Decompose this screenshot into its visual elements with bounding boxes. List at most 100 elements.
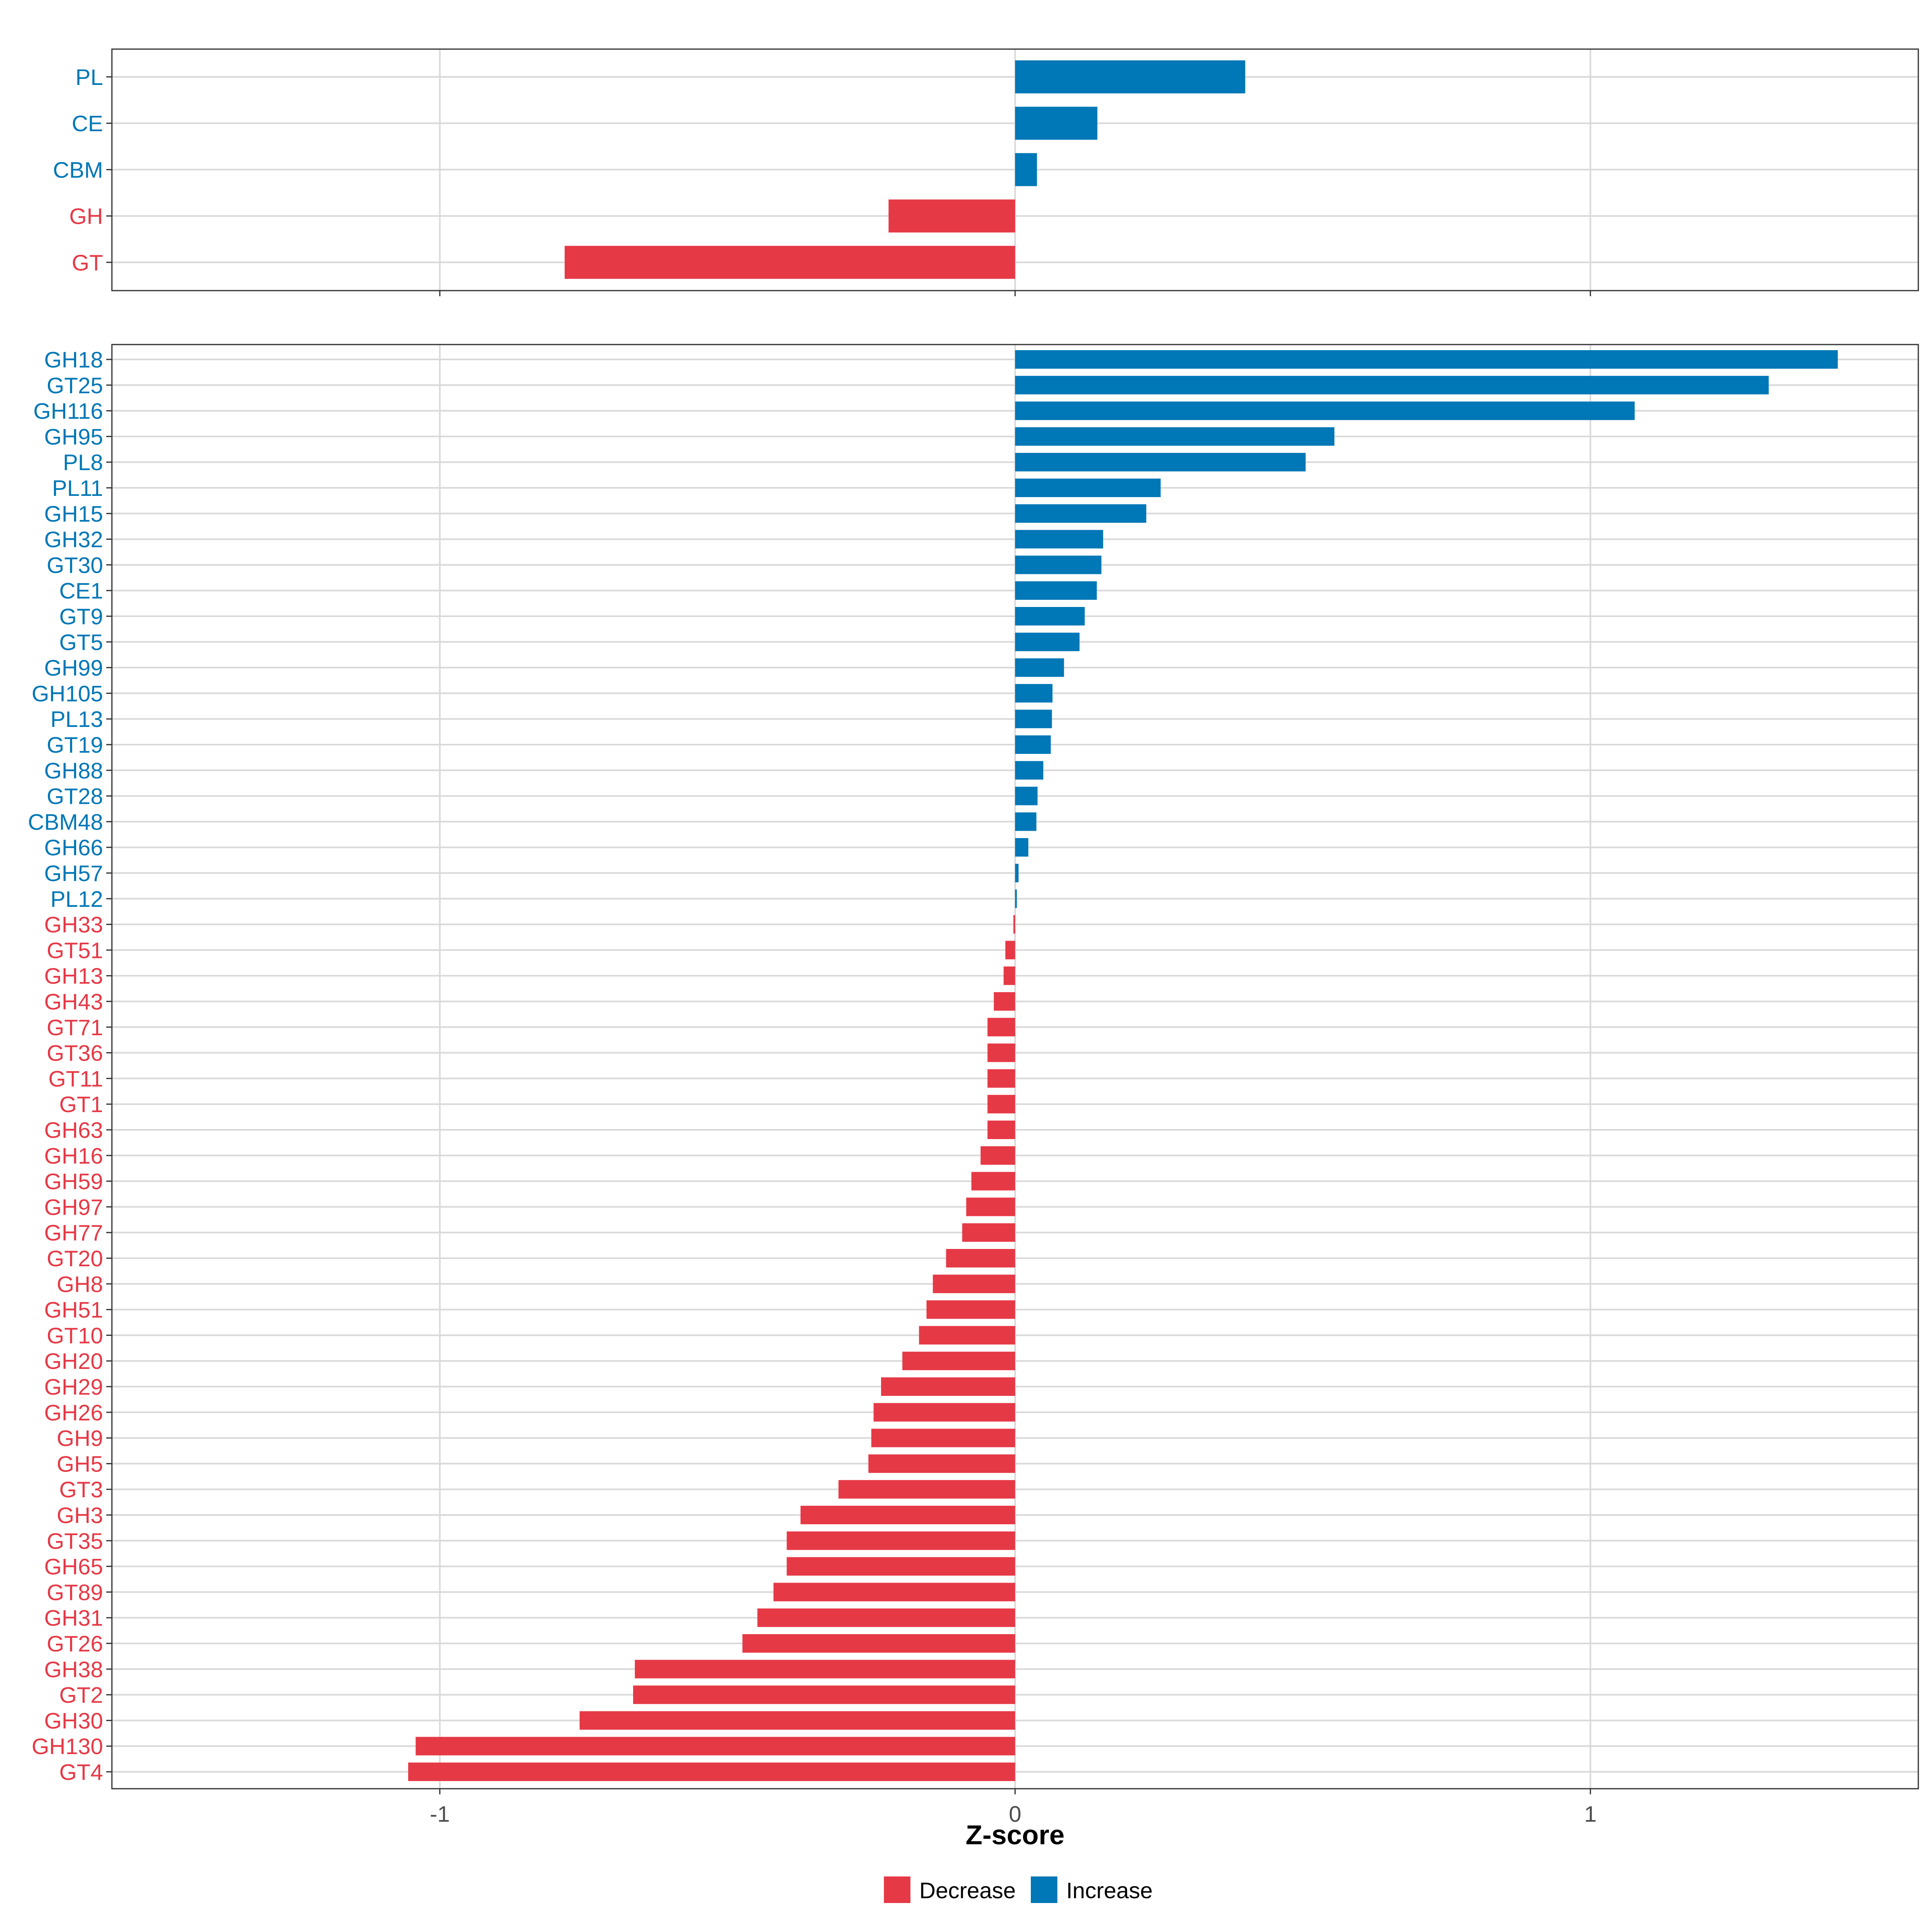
bar-gh95 bbox=[1015, 427, 1335, 446]
bar-ce bbox=[1015, 107, 1098, 140]
category-label-pl12: PL12 bbox=[50, 886, 103, 912]
bar-gh33 bbox=[1013, 915, 1015, 934]
bar-cbm bbox=[1015, 153, 1037, 186]
bar-gh20 bbox=[902, 1352, 1015, 1371]
bar-gh29 bbox=[881, 1377, 1015, 1396]
category-label-gt1: GT1 bbox=[59, 1092, 103, 1117]
bar-gh5 bbox=[868, 1454, 1015, 1473]
bar-cbm48 bbox=[1015, 812, 1036, 831]
bottom-panel-axis-ticks bbox=[106, 359, 1591, 1794]
bottom-panel-bars bbox=[408, 350, 1838, 1781]
bar-gt20 bbox=[946, 1249, 1015, 1267]
bar-gh8 bbox=[933, 1274, 1015, 1293]
bar-gh3 bbox=[800, 1506, 1015, 1524]
category-label-pl: PL bbox=[76, 64, 103, 90]
category-label-gt36: GT36 bbox=[47, 1040, 103, 1066]
category-label-gt19: GT19 bbox=[47, 732, 103, 758]
bar-pl11 bbox=[1015, 479, 1161, 497]
bar-gh77 bbox=[962, 1223, 1015, 1242]
category-label-gh26: GH26 bbox=[44, 1400, 103, 1425]
bar-gt10 bbox=[919, 1326, 1015, 1345]
legend-label-increase: Increase bbox=[1066, 1878, 1153, 1903]
bar-gh57 bbox=[1015, 864, 1019, 882]
category-label-gh88: GH88 bbox=[44, 758, 103, 783]
category-label-pl13: PL13 bbox=[50, 706, 103, 732]
bar-gt28 bbox=[1015, 786, 1038, 805]
x-axis-tick-labels: -1 0 1 bbox=[430, 1801, 1597, 1827]
category-label-gh15: GH15 bbox=[44, 501, 103, 526]
bar-gh66 bbox=[1015, 838, 1028, 857]
category-label-gh38: GH38 bbox=[44, 1657, 103, 1682]
category-label-gh57: GH57 bbox=[44, 861, 103, 886]
bar-gh15 bbox=[1015, 504, 1146, 523]
x-tick-label: -1 bbox=[430, 1801, 450, 1827]
bar-gt51 bbox=[1005, 941, 1015, 960]
category-label-gh13: GH13 bbox=[44, 963, 103, 989]
category-label-gh16: GH16 bbox=[44, 1143, 103, 1168]
bar-gt9 bbox=[1015, 607, 1085, 625]
bar-pl8 bbox=[1015, 453, 1306, 472]
bar-pl12 bbox=[1015, 889, 1017, 908]
category-label-gh65: GH65 bbox=[44, 1554, 103, 1579]
bar-gt1 bbox=[987, 1095, 1015, 1114]
legend-label-decrease: Decrease bbox=[919, 1878, 1016, 1903]
category-label-gt51: GT51 bbox=[47, 937, 103, 963]
bar-gh88 bbox=[1015, 761, 1044, 780]
bar-gt25 bbox=[1015, 376, 1769, 394]
bar-pl13 bbox=[1015, 710, 1052, 729]
category-label-gh63: GH63 bbox=[44, 1117, 103, 1143]
bar-gh18 bbox=[1015, 350, 1838, 369]
category-label-gh66: GH66 bbox=[44, 835, 103, 860]
category-label-gh97: GH97 bbox=[44, 1194, 103, 1220]
bar-gh9 bbox=[871, 1428, 1015, 1447]
category-label-gt10: GT10 bbox=[47, 1323, 103, 1348]
bar-ce1 bbox=[1015, 581, 1097, 600]
category-label-gt89: GT89 bbox=[47, 1579, 103, 1605]
bar-pl bbox=[1015, 60, 1245, 93]
category-label-gh51: GH51 bbox=[44, 1297, 103, 1323]
bar-gt89 bbox=[773, 1583, 1015, 1602]
category-label-gh32: GH32 bbox=[44, 527, 103, 552]
bar-gh65 bbox=[786, 1557, 1015, 1576]
bar-gh116 bbox=[1015, 401, 1635, 420]
category-label-gh3: GH3 bbox=[57, 1503, 103, 1528]
category-label-ce1: CE1 bbox=[59, 578, 103, 603]
bar-gh bbox=[888, 199, 1015, 233]
category-label-gh30: GH30 bbox=[44, 1708, 103, 1733]
bar-gh31 bbox=[757, 1608, 1015, 1627]
bar-gt30 bbox=[1015, 555, 1102, 574]
bar-gh16 bbox=[980, 1146, 1015, 1165]
bar-gt bbox=[564, 246, 1015, 279]
category-label-cbm: CBM bbox=[53, 157, 103, 182]
bar-gh97 bbox=[966, 1197, 1015, 1216]
category-label-gt11: GT11 bbox=[48, 1066, 103, 1091]
category-label-gh29: GH29 bbox=[44, 1374, 103, 1399]
category-label-gh: GH bbox=[69, 204, 103, 229]
category-label-gh130: GH130 bbox=[32, 1734, 103, 1759]
category-label-gh5: GH5 bbox=[57, 1451, 103, 1476]
bar-gh13 bbox=[1003, 966, 1015, 985]
bottom-panel-category-labels: GH18GT25GH116GH95PL8PL11GH15GH32GT30CE1G… bbox=[28, 347, 103, 1785]
category-label-gh31: GH31 bbox=[44, 1605, 103, 1631]
bar-gt35 bbox=[786, 1531, 1015, 1550]
bar-gt4 bbox=[408, 1763, 1016, 1781]
category-label-gh8: GH8 bbox=[57, 1271, 103, 1297]
category-label-ce: CE bbox=[72, 111, 103, 136]
x-tick-label: 1 bbox=[1584, 1801, 1597, 1827]
bar-gh32 bbox=[1015, 530, 1103, 549]
category-label-gh116: GH116 bbox=[33, 398, 103, 424]
category-label-gt25: GT25 bbox=[47, 373, 103, 398]
bottom-panel: GH18GT25GH116GH95PL8PL11GH15GH32GT30CE1G… bbox=[28, 344, 1919, 1827]
category-label-gh20: GH20 bbox=[44, 1348, 103, 1374]
category-label-gt30: GT30 bbox=[47, 552, 103, 578]
category-label-gh33: GH33 bbox=[44, 912, 103, 937]
category-label-gt35: GT35 bbox=[47, 1528, 103, 1554]
bar-gh38 bbox=[635, 1660, 1015, 1678]
bar-gt36 bbox=[987, 1043, 1015, 1062]
category-label-gh99: GH99 bbox=[44, 655, 103, 681]
category-label-gh77: GH77 bbox=[44, 1220, 103, 1245]
legend: Decrease Increase bbox=[884, 1876, 1153, 1903]
category-label-gt3: GT3 bbox=[59, 1477, 103, 1502]
x-tick-label: 0 bbox=[1009, 1801, 1021, 1827]
